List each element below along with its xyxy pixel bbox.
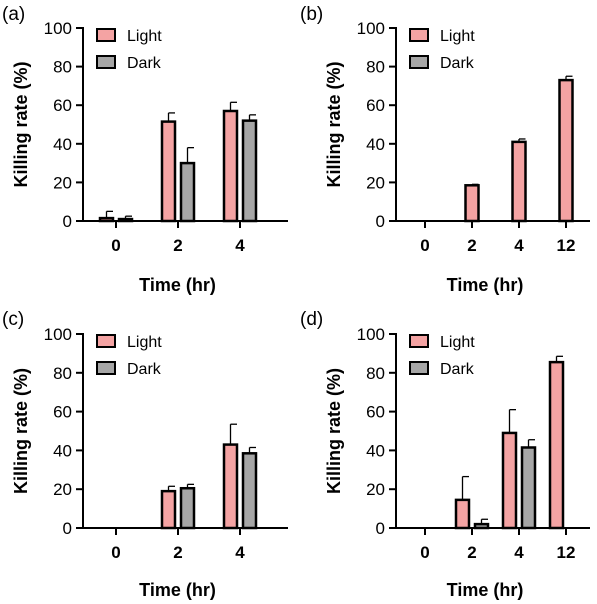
bar-dark-2 bbox=[179, 161, 196, 223]
x-axis-title: Time (hr) bbox=[447, 275, 524, 295]
x-tick-label: 4 bbox=[514, 543, 524, 562]
bar-light-4 bbox=[511, 140, 527, 223]
panel-label: (c) bbox=[2, 309, 24, 330]
bar-light-2 bbox=[160, 120, 177, 223]
x-axis-title: Time (hr) bbox=[447, 580, 524, 600]
bar-light-2 bbox=[454, 498, 471, 530]
bar-light-4 bbox=[501, 431, 518, 530]
bar-dark-4 bbox=[241, 119, 258, 223]
bar-dark-4 bbox=[520, 446, 537, 530]
legend-label-light: Light bbox=[440, 28, 475, 45]
legend-label-light: Light bbox=[440, 334, 475, 351]
bar-light-4 bbox=[222, 443, 239, 530]
y-tick-label: 0 bbox=[376, 519, 385, 538]
y-tick-label: 60 bbox=[366, 96, 385, 115]
y-tick-label: 20 bbox=[53, 173, 72, 192]
x-tick-label: 4 bbox=[235, 236, 245, 255]
legend-label-light: Light bbox=[127, 334, 162, 351]
legend-label-dark: Dark bbox=[127, 361, 162, 378]
y-tick-label: 40 bbox=[53, 441, 72, 460]
bar-dark-2 bbox=[473, 522, 490, 530]
legend-swatch-dark bbox=[409, 55, 429, 69]
bar-dark-0 bbox=[117, 217, 134, 223]
y-axis-title: Killing rate (%) bbox=[11, 61, 31, 187]
x-tick-label: 2 bbox=[173, 543, 182, 562]
y-tick-label: 40 bbox=[53, 135, 72, 154]
y-tick-label: 40 bbox=[366, 135, 385, 154]
y-tick-label: 80 bbox=[366, 364, 385, 383]
y-tick-label: 100 bbox=[357, 325, 385, 344]
panel-label: (d) bbox=[300, 309, 323, 330]
y-tick-label: 80 bbox=[53, 364, 72, 383]
y-tick-label: 40 bbox=[366, 441, 385, 460]
legend-label-dark: Dark bbox=[440, 361, 475, 378]
legend-swatch-dark bbox=[96, 55, 116, 69]
chart-panel-4: (d) 0 20 40 60 80 100 Killing rate (%) 0 2 4 12 Time… bbox=[300, 309, 590, 600]
bar-light-2 bbox=[464, 184, 480, 223]
y-tick-label: 20 bbox=[53, 480, 72, 499]
chart-panel-3: (c) 0 20 40 60 80 100 Killing rate (%) 0 2 4 Time (… bbox=[2, 309, 288, 600]
x-tick-label: 2 bbox=[467, 543, 476, 562]
bar-dark-4 bbox=[241, 452, 258, 530]
y-axis-title: Killing rate (%) bbox=[11, 368, 31, 494]
x-tick-label: 12 bbox=[557, 543, 576, 562]
y-tick-label: 20 bbox=[366, 480, 385, 499]
x-axis-title: Time (hr) bbox=[139, 275, 216, 295]
x-tick-label: 2 bbox=[173, 236, 182, 255]
legend-swatch-light bbox=[96, 28, 116, 42]
y-tick-label: 20 bbox=[366, 173, 385, 192]
panel-label: (b) bbox=[300, 4, 323, 25]
x-tick-label: 0 bbox=[420, 543, 429, 562]
legend-swatch-dark bbox=[96, 361, 116, 375]
chart-panel-1: (a) 0 20 40 60 80 100 Killing rate (%) 0 2 4 Time (… bbox=[2, 4, 288, 295]
x-tick-label: 0 bbox=[420, 236, 429, 255]
legend-label-light: Light bbox=[127, 28, 162, 45]
legend-swatch-light bbox=[409, 334, 429, 348]
chart-panel-2: (b) 0 20 40 60 80 100 Killing rate (%) 0 2 4 12 Time… bbox=[300, 4, 590, 295]
x-tick-label: 0 bbox=[111, 543, 120, 562]
bar-light-12 bbox=[548, 360, 565, 530]
bar-light-0 bbox=[98, 216, 115, 223]
y-tick-label: 0 bbox=[63, 519, 72, 538]
x-tick-label: 0 bbox=[111, 236, 120, 255]
y-tick-label: 100 bbox=[44, 19, 72, 38]
y-axis-title: Killing rate (%) bbox=[324, 61, 344, 187]
y-tick-label: 80 bbox=[366, 58, 385, 77]
y-tick-label: 0 bbox=[376, 212, 385, 231]
y-tick-label: 100 bbox=[357, 19, 385, 38]
legend-label-dark: Dark bbox=[127, 55, 162, 72]
legend-swatch-dark bbox=[409, 361, 429, 375]
y-tick-label: 0 bbox=[63, 212, 72, 231]
bar-dark-2 bbox=[179, 486, 196, 530]
x-tick-label: 4 bbox=[514, 236, 524, 255]
legend-label-dark: Dark bbox=[440, 55, 475, 72]
y-tick-label: 60 bbox=[53, 96, 72, 115]
legend-swatch-light bbox=[409, 28, 429, 42]
bar-light-4 bbox=[222, 109, 239, 223]
bar-light-12 bbox=[558, 78, 574, 223]
x-axis-title: Time (hr) bbox=[139, 580, 216, 600]
legend-swatch-light bbox=[96, 334, 116, 348]
y-tick-label: 80 bbox=[53, 58, 72, 77]
y-tick-label: 100 bbox=[44, 325, 72, 344]
panel-label: (a) bbox=[2, 4, 25, 25]
y-axis-title: Killing rate (%) bbox=[324, 368, 344, 494]
x-tick-label: 4 bbox=[235, 543, 245, 562]
y-tick-label: 60 bbox=[366, 403, 385, 422]
x-tick-label: 2 bbox=[467, 236, 476, 255]
x-tick-label: 12 bbox=[557, 236, 576, 255]
y-tick-label: 60 bbox=[53, 403, 72, 422]
bar-light-2 bbox=[160, 489, 177, 530]
